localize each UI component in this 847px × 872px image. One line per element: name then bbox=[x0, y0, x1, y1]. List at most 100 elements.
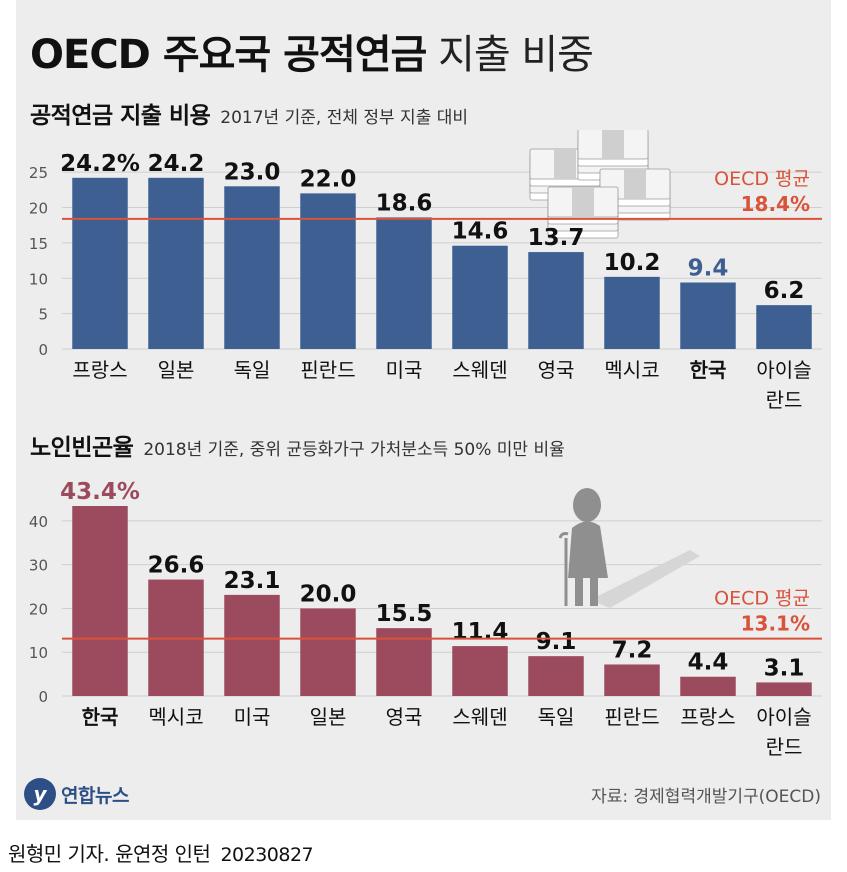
data-label: 9.4 bbox=[688, 256, 729, 282]
section2-header: 노인빈곤율 2018년 기준, 중위 균등화가구 가처분소득 50% 미만 비율 bbox=[30, 428, 565, 462]
data-label: 6.2 bbox=[764, 278, 805, 304]
x-tick-label: 미국 bbox=[386, 358, 423, 382]
bar bbox=[452, 646, 508, 696]
elder-shadow bbox=[590, 550, 700, 608]
elder-head bbox=[573, 488, 601, 522]
average-label: OECD 평균 bbox=[714, 168, 810, 190]
x-tick-label: 일본 bbox=[310, 705, 347, 729]
x-tick-label: 멕시코 bbox=[148, 705, 203, 729]
money-band bbox=[602, 130, 624, 159]
yonhap-logo: y 연합뉴스 bbox=[24, 776, 129, 812]
data-label: 23.0 bbox=[224, 159, 281, 185]
x-tick-label: 란드 bbox=[766, 735, 803, 759]
data-label: 3.1 bbox=[764, 655, 805, 681]
data-label: 20.0 bbox=[300, 581, 357, 607]
elder-body bbox=[568, 521, 608, 578]
x-tick-label: 란드 bbox=[766, 388, 803, 412]
pension-spending-chart: 0 5 10 15 20 25 24.2% 프랑스 24.2 일본 23.0 독일 22.0 핀란드 18.… bbox=[29, 130, 822, 412]
average-value: 13.1% bbox=[741, 612, 810, 636]
elderly-poverty-chart: 0 10 20 30 40 43.4% 한국 26.6 멕시코 23.1 미국 20.0 일본 15.5 영… bbox=[29, 479, 822, 759]
y-tick-label: 30 bbox=[29, 557, 48, 575]
bar bbox=[300, 608, 356, 696]
section1-note: 2017년 기준, 전체 정부 지출 대비 bbox=[220, 108, 469, 128]
x-tick-label: 영국 bbox=[538, 358, 575, 382]
y-tick-label: 0 bbox=[38, 688, 48, 706]
data-label: 18.6 bbox=[376, 190, 433, 216]
source-note: 자료: 경제협력개발기구(OECD) bbox=[591, 787, 821, 807]
x-tick-label: 독일 bbox=[538, 705, 575, 729]
data-label: 11.4 bbox=[452, 619, 509, 645]
average-label: OECD 평균 bbox=[714, 588, 810, 610]
x-tick-label: 프랑스 bbox=[72, 358, 127, 382]
bar bbox=[528, 252, 584, 349]
y-tick-label: 0 bbox=[38, 341, 48, 359]
x-tick-label: 영국 bbox=[386, 705, 423, 729]
y-tick-label: 10 bbox=[29, 270, 48, 288]
data-label: 23.1 bbox=[224, 568, 281, 594]
x-tick-label: 일본 bbox=[158, 358, 195, 382]
bar bbox=[680, 282, 736, 349]
x-tick-label: 핀란드 bbox=[604, 705, 659, 729]
x-tick-label: 스웨덴 bbox=[452, 358, 507, 382]
bar bbox=[756, 682, 812, 696]
x-tick-label: 독일 bbox=[234, 358, 271, 382]
credit-authors: 원형민 기자. 윤연정 인턴 bbox=[8, 842, 211, 866]
bar bbox=[452, 245, 508, 349]
x-tick-label: 미국 bbox=[234, 705, 271, 729]
credit-date: 20230827 bbox=[220, 844, 314, 866]
bar bbox=[680, 676, 736, 696]
bar bbox=[224, 186, 280, 349]
data-label: 10.2 bbox=[604, 250, 661, 276]
bar bbox=[604, 276, 660, 349]
section1-heading: 공적연금 지출 비용 bbox=[30, 103, 211, 129]
x-tick-label: 아이슬 bbox=[756, 358, 811, 382]
section2-heading: 노인빈곤율 bbox=[30, 435, 134, 461]
y-tick-label: 20 bbox=[29, 200, 48, 218]
section2-note: 2018년 기준, 중위 균등화가구 가처분소득 50% 미만 비율 bbox=[143, 440, 565, 460]
data-label: 14.6 bbox=[452, 219, 509, 245]
bar bbox=[756, 305, 812, 349]
elder-leg-right bbox=[590, 578, 598, 606]
money-band bbox=[624, 169, 646, 199]
data-label: 43.4% bbox=[60, 479, 140, 505]
y-tick-label: 40 bbox=[29, 513, 48, 531]
money-band bbox=[572, 187, 594, 217]
y-tick-label: 20 bbox=[29, 600, 48, 618]
x-tick-label: 핀란드 bbox=[300, 358, 355, 382]
data-label: 4.4 bbox=[688, 650, 729, 676]
x-tick-label: 한국 bbox=[82, 705, 119, 729]
x-tick-label: 프랑스 bbox=[680, 705, 735, 729]
bar bbox=[376, 217, 432, 349]
x-tick-label: 스웨덴 bbox=[452, 705, 507, 729]
page-title: OECD 주요국 공적연금 지출 비중 bbox=[30, 22, 594, 80]
data-label: 7.2 bbox=[612, 637, 653, 663]
bar bbox=[148, 177, 204, 349]
credit-line: 원형민 기자. 윤연정 인턴 20230827 bbox=[8, 838, 314, 867]
bar bbox=[604, 664, 660, 696]
data-label: 26.6 bbox=[148, 553, 205, 579]
logo-text: 연합뉴스 bbox=[61, 784, 129, 807]
money-stack-icon bbox=[529, 130, 671, 239]
data-label: 22.0 bbox=[300, 166, 357, 192]
bar bbox=[72, 177, 128, 349]
bar bbox=[72, 506, 128, 696]
data-label: 15.5 bbox=[376, 601, 433, 627]
title-main: OECD 주요국 공적연금 bbox=[30, 32, 427, 78]
logo-mark: y bbox=[24, 778, 56, 810]
bar bbox=[528, 656, 584, 696]
title-rest: 지출 비중 bbox=[438, 32, 594, 78]
bar bbox=[224, 594, 280, 696]
money-band bbox=[554, 149, 576, 179]
average-value: 18.4% bbox=[741, 192, 810, 216]
bar bbox=[300, 193, 356, 349]
elder-cane-handle bbox=[558, 532, 569, 539]
y-tick-label: 10 bbox=[29, 644, 48, 662]
data-label: 9.1 bbox=[536, 629, 577, 655]
data-label: 24.2% bbox=[60, 151, 140, 177]
data-label: 24.2 bbox=[148, 151, 205, 177]
section1-header: 공적연금 지출 비용 2017년 기준, 전체 정부 지출 대비 bbox=[30, 96, 468, 130]
x-tick-label: 멕시코 bbox=[604, 358, 659, 382]
y-tick-label: 25 bbox=[29, 164, 48, 182]
x-tick-label: 한국 bbox=[690, 358, 727, 382]
